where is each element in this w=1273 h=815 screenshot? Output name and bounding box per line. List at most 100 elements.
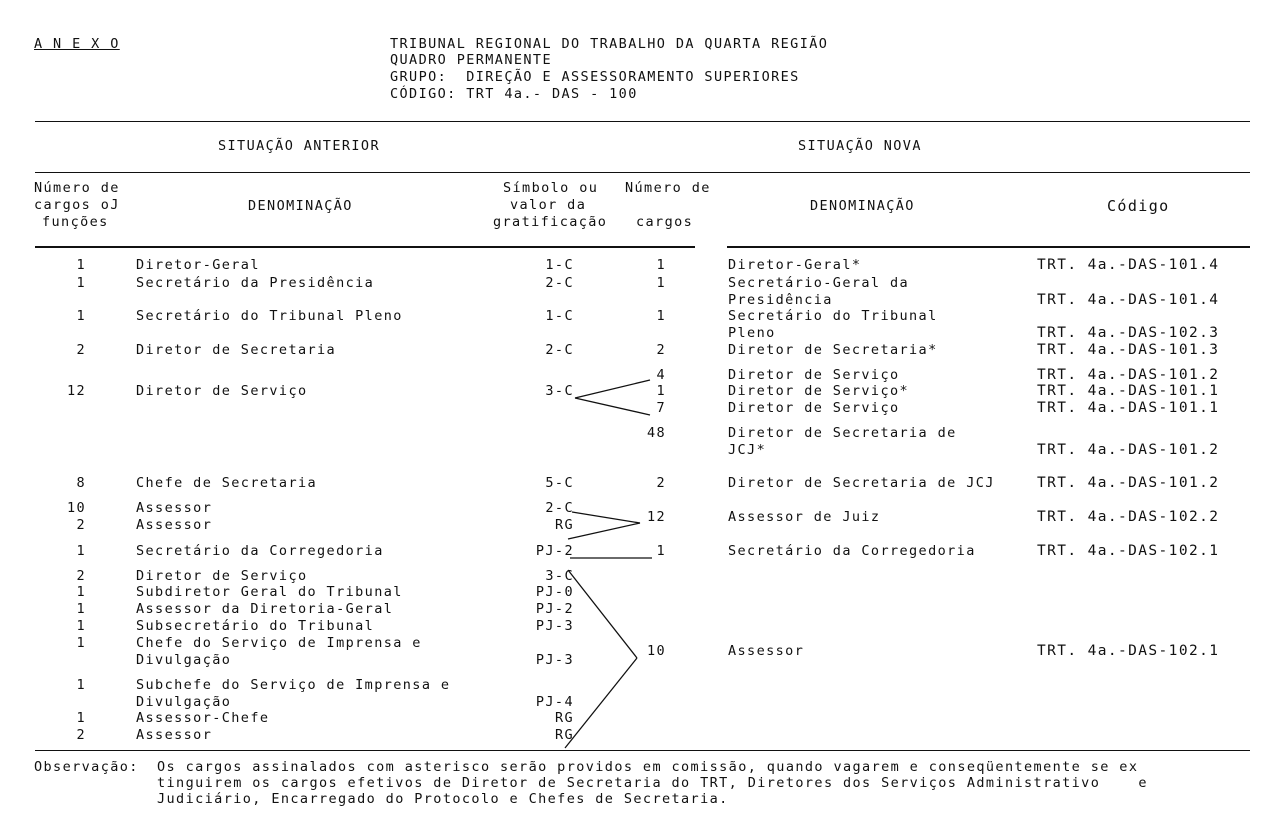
new-name: Presidência: [728, 292, 833, 308]
old-count: 2: [76, 727, 86, 743]
new-count: 1: [656, 308, 666, 324]
divider: [35, 121, 1250, 122]
old-name: Assessor da Diretoria-Geral: [136, 601, 394, 617]
new-code: TRT. 4a.-DAS-102.3: [1037, 325, 1220, 341]
old-symbol: 2-C: [545, 500, 574, 516]
old-name: Subchefe do Serviço de Imprensa e: [136, 677, 451, 693]
new-name: Diretor de Serviço: [728, 400, 900, 416]
old-count: 1: [76, 543, 86, 559]
col-count: funções: [42, 214, 109, 230]
old-name: Secretário da Presidência: [136, 275, 375, 291]
old-symbol: PJ-3: [535, 652, 574, 668]
old-name: Subsecretário do Tribunal: [136, 618, 375, 634]
new-count: 1: [656, 257, 666, 273]
divider: [727, 246, 1250, 248]
new-code: TRT. 4a.-DAS-101.1: [1037, 383, 1220, 399]
header-line: QUADRO PERMANENTE: [390, 52, 552, 68]
old-symbol: 3-C: [545, 383, 574, 399]
old-count: 1: [76, 677, 86, 693]
old-name: Assessor: [136, 727, 213, 743]
col-count: Número de: [34, 180, 120, 196]
new-count: 2: [656, 475, 666, 491]
new-name: Diretor de Serviço*: [728, 383, 910, 399]
old-symbol: PJ-2: [535, 543, 574, 559]
new-code: TRT. 4a.-DAS-101.1: [1037, 400, 1220, 416]
new-name: Assessor de Juiz: [728, 509, 881, 525]
old-symbol: PJ-2: [535, 601, 574, 617]
new-count: 2: [656, 342, 666, 358]
new-name: Pleno: [728, 325, 776, 341]
old-count: 8: [76, 475, 86, 491]
annex-label: A N E X O: [34, 36, 120, 52]
old-name: Assessor: [136, 500, 213, 516]
old-symbol: 3-C: [545, 568, 574, 584]
col-name: DENOMINAÇÃO: [248, 198, 353, 214]
new-name: Assessor: [728, 643, 805, 659]
note-line: Judiciário, Encarregado do Protocolo e C…: [157, 791, 729, 807]
header-line: TRIBUNAL REGIONAL DO TRABALHO DA QUARTA …: [390, 36, 829, 52]
old-count: 2: [76, 342, 86, 358]
note-line: tinguirem os cargos efetivos de Diretor …: [157, 775, 1148, 791]
col-count: cargos oJ: [34, 197, 120, 213]
new-code: TRT. 4a.-DAS-102.2: [1037, 509, 1220, 525]
old-name: Chefe de Secretaria: [136, 475, 318, 491]
old-symbol: 1-C: [545, 308, 574, 324]
new-name: Diretor-Geral*: [728, 257, 862, 273]
old-name: Assessor: [136, 517, 213, 533]
old-symbol: PJ-3: [535, 618, 574, 634]
new-code: TRT. 4a.-DAS-101.3: [1037, 342, 1220, 358]
old-count: 1: [76, 584, 86, 600]
old-symbol: 2-C: [545, 342, 574, 358]
new-name: Secretário-Geral da: [728, 275, 910, 291]
old-count: 1: [76, 635, 86, 651]
new-name: Secretário do Tribunal: [728, 308, 938, 324]
old-count: 1: [76, 257, 86, 273]
old-count: 1: [76, 275, 86, 291]
new-code: TRT. 4a.-DAS-102.1: [1037, 543, 1220, 559]
new-count: 1: [656, 383, 666, 399]
new-count: 48: [646, 425, 666, 441]
col-symbol: gratificação: [493, 214, 608, 230]
old-name: Diretor de Secretaria: [136, 342, 337, 358]
old-count: 1: [76, 601, 86, 617]
new-count: 7: [656, 400, 666, 416]
new-count: 1: [656, 275, 666, 291]
section-old: SITUAÇÃO ANTERIOR: [218, 138, 380, 154]
header-line: GRUPO: DIREÇÃO E ASSESSORAMENTO SUPERIOR…: [390, 69, 800, 85]
new-count: 12: [646, 509, 666, 525]
note-label: Observação:: [34, 759, 139, 775]
old-count: 10: [66, 500, 86, 516]
new-name: Diretor de Secretaria de: [728, 425, 957, 441]
new-count: 1: [656, 543, 666, 559]
old-name: Diretor de Serviço: [136, 383, 308, 399]
old-name: Diretor de Serviço: [136, 568, 308, 584]
col-new-count: Número de: [625, 180, 711, 196]
old-symbol: PJ-4: [535, 694, 574, 710]
note-line: Os cargos assinalados com asterisco serã…: [157, 759, 1139, 775]
old-symbol: PJ-0: [535, 584, 574, 600]
old-count: 1: [76, 308, 86, 324]
new-code: TRT. 4a.-DAS-101.4: [1037, 292, 1220, 308]
col-code: Código: [1107, 197, 1170, 215]
old-name: Chefe do Serviço de Imprensa e: [136, 635, 422, 651]
col-new-name: DENOMINAÇÃO: [810, 198, 915, 214]
old-symbol: RG: [554, 710, 574, 726]
old-count: 2: [76, 568, 86, 584]
divider: [35, 750, 1250, 751]
new-name: Diretor de Secretaria*: [728, 342, 938, 358]
old-count: 1: [76, 710, 86, 726]
old-symbol: RG: [554, 727, 574, 743]
old-name: Secretário do Tribunal Pleno: [136, 308, 403, 324]
old-name: Divulgação: [136, 694, 232, 710]
divider: [35, 172, 1250, 173]
new-code: TRT. 4a.-DAS-101.4: [1037, 257, 1220, 273]
new-code: TRT. 4a.-DAS-102.1: [1037, 643, 1220, 659]
new-count: 10: [646, 643, 666, 659]
col-symbol: Símbolo ou: [503, 180, 599, 196]
old-symbol: 5-C: [545, 475, 574, 491]
old-symbol: 2-C: [545, 275, 574, 291]
new-count: 4: [656, 367, 666, 383]
old-name: Secretário da Corregedoria: [136, 543, 384, 559]
old-symbol: 1-C: [545, 257, 574, 273]
